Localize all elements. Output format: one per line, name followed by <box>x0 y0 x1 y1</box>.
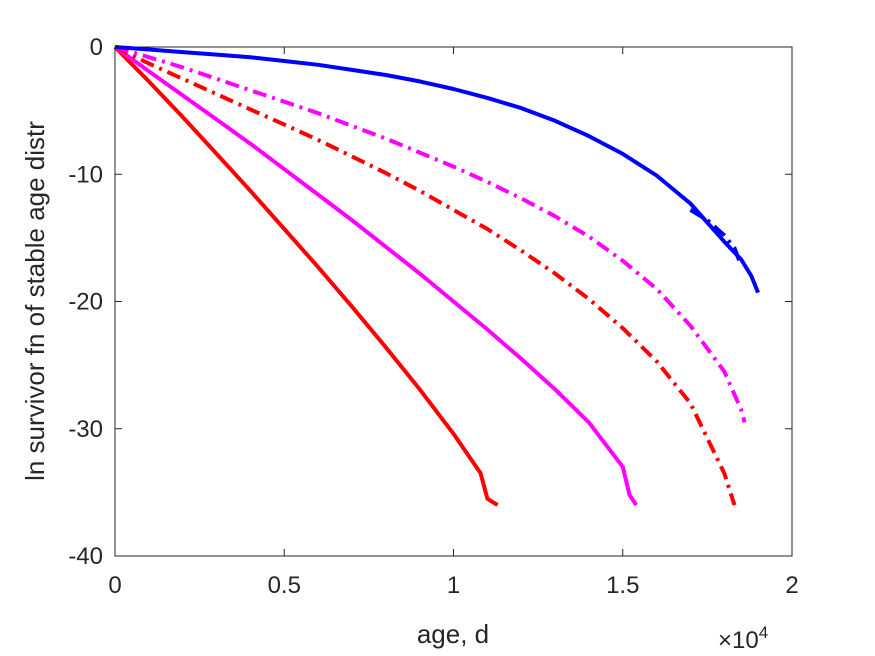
x-tick-label: 0 <box>108 572 121 599</box>
x-tick-label: 0.5 <box>268 572 301 599</box>
plot-area: 0 0.5 1 1.5 2 0 -10 -20 -30 -40 <box>68 34 798 599</box>
y-tick-label: -30 <box>68 416 103 443</box>
y-tick-label: -20 <box>68 289 103 316</box>
series-line-6 <box>114 45 760 294</box>
series-line-2 <box>113 45 638 507</box>
series-line-1 <box>113 45 499 507</box>
x-exponent-base: ×10 <box>718 627 759 654</box>
y-tick-label: 0 <box>90 34 103 61</box>
x-exponent-power: 4 <box>759 623 768 642</box>
x-tick-label: 2 <box>785 572 798 599</box>
x-tick-label: 1 <box>447 572 460 599</box>
series-line-4 <box>114 45 747 423</box>
y-tick-label: -40 <box>68 543 103 570</box>
ticks-layer: 0 0.5 1 1.5 2 0 -10 -20 -30 -40 <box>68 34 798 599</box>
y-tick-label: -10 <box>68 161 103 188</box>
x-tick-label: 1.5 <box>606 572 639 599</box>
series-layer <box>113 45 760 507</box>
series-line-3 <box>114 45 737 506</box>
svg-text:×104: ×104 <box>718 623 768 654</box>
y-axis-label: ln survivor fn of stable age distr <box>20 121 50 481</box>
x-axis-label: age, d <box>417 619 489 649</box>
x-exponent-label: ×104 <box>718 623 768 654</box>
